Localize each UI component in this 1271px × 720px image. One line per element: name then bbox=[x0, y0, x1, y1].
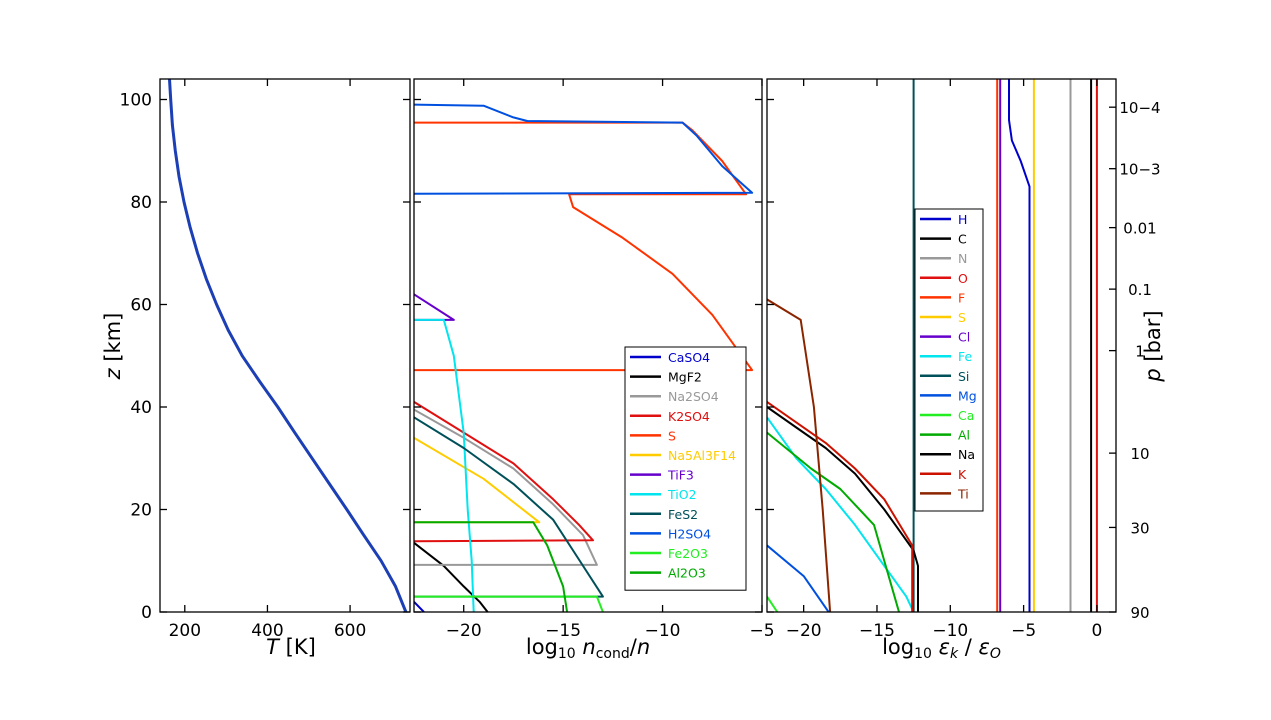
right-tick-label: 10−3 bbox=[1119, 161, 1160, 179]
legend-label: N bbox=[958, 251, 967, 266]
x-axis-label: log10 ncond/n bbox=[526, 635, 650, 662]
legend-label: K2SO4 bbox=[668, 409, 710, 424]
legend-label: Ti bbox=[957, 486, 969, 501]
legend-label: Cl bbox=[958, 330, 970, 345]
series-line-fes2 bbox=[414, 416, 604, 598]
series-line-profile bbox=[168, 79, 408, 612]
x-tick-label: −5 bbox=[1011, 621, 1036, 641]
series-line-na5al3f14 bbox=[414, 436, 541, 524]
right-tick-label: 30 bbox=[1130, 519, 1149, 537]
series-line-mgf2 bbox=[414, 542, 489, 612]
x-tick-label: −5 bbox=[749, 621, 774, 641]
legend-label: Fe2O3 bbox=[668, 546, 708, 561]
series-line-mg bbox=[767, 544, 830, 612]
legend-label: Na5Al3F14 bbox=[668, 448, 736, 463]
y-axis-label: z [km] bbox=[101, 313, 125, 381]
legend-label: MgF2 bbox=[668, 370, 702, 385]
series-line-s bbox=[414, 121, 754, 372]
legend-label: F bbox=[958, 290, 965, 305]
y-tick-label: 80 bbox=[130, 193, 152, 213]
legend-label: Na bbox=[958, 447, 975, 462]
panel-2: −20 −15 −10 −5 bbox=[413, 78, 775, 641]
x-tick-label: −20 bbox=[446, 621, 482, 641]
legend-label: K bbox=[958, 467, 967, 482]
legend-box bbox=[914, 208, 984, 512]
right-tick-label: 0.1 bbox=[1128, 281, 1152, 299]
legend-label: Ca bbox=[958, 408, 974, 423]
legend-label: H2SO4 bbox=[668, 526, 711, 541]
x-axis-label: T [K] bbox=[266, 635, 316, 659]
series-line-tif3 bbox=[414, 293, 455, 321]
x-tick-label: 600 bbox=[334, 621, 366, 641]
legend-label: Fe bbox=[958, 349, 973, 364]
x-tick-label: 0 bbox=[1092, 621, 1103, 641]
right-tick-label: 0.01 bbox=[1123, 220, 1156, 238]
y-tick-label: 100 bbox=[120, 91, 152, 111]
x-tick-label: −20 bbox=[786, 621, 822, 641]
series-line-tio2 bbox=[414, 318, 475, 612]
series-line-ca bbox=[767, 596, 779, 612]
x-tick-label: −10 bbox=[645, 621, 681, 641]
x-tick-label: 200 bbox=[169, 621, 201, 641]
legend-label: FeS2 bbox=[668, 507, 698, 522]
y-tick-label: 0 bbox=[141, 603, 152, 623]
legend-label: Na2SO4 bbox=[668, 389, 719, 404]
legend-label: TiO2 bbox=[667, 487, 697, 502]
plot-frame bbox=[413, 78, 763, 613]
x-tick-label: −15 bbox=[859, 621, 895, 641]
legend-label: H bbox=[958, 212, 967, 227]
right-tick-label: 10 bbox=[1130, 445, 1149, 463]
right-tick-label: 10−4 bbox=[1119, 99, 1160, 117]
legend-label: TiF3 bbox=[667, 468, 694, 483]
legend-label: Al2O3 bbox=[668, 566, 706, 581]
series-line-k2so4 bbox=[414, 401, 594, 543]
series-line-h2so4 bbox=[414, 103, 754, 195]
right-tick-label: 1 bbox=[1135, 343, 1145, 361]
legend-box bbox=[624, 346, 747, 591]
x-axis-label: log10 εk / εO bbox=[882, 635, 1001, 662]
series-line-na bbox=[767, 406, 919, 612]
y-tick-label: 60 bbox=[130, 296, 152, 316]
y-tick-label: 40 bbox=[130, 398, 152, 418]
legend-label: Al bbox=[958, 428, 970, 443]
series-line-fe2o3 bbox=[414, 595, 604, 612]
x-tick-label: 400 bbox=[251, 621, 283, 641]
panel-1: 200 400 600 0 20 40 60 80 100 bbox=[120, 78, 411, 641]
plot-frame bbox=[766, 78, 1117, 613]
series-line-caso4 bbox=[414, 601, 425, 612]
series-line-al2o3 bbox=[414, 521, 569, 612]
legend-label: CaSO4 bbox=[668, 350, 710, 365]
legend-condensates: CaSO4 MgF2 Na2SO4 K2SO4 S Na5Al3F14 TiF3 TiO2 Fe… bbox=[624, 346, 747, 591]
legend-label: Mg bbox=[958, 388, 977, 403]
legend-label: S bbox=[958, 310, 966, 325]
y-tick-label: 20 bbox=[130, 501, 152, 521]
right-axis-label: p [bar] bbox=[1141, 310, 1165, 382]
series-line-fe bbox=[767, 416, 915, 612]
legend-label: O bbox=[958, 271, 968, 286]
series-line-k bbox=[767, 401, 914, 612]
plot-frame bbox=[159, 78, 411, 613]
series-group bbox=[414, 103, 754, 612]
series-group bbox=[168, 79, 408, 612]
right-tick-label: 90 bbox=[1130, 604, 1149, 622]
legend-label: Si bbox=[958, 369, 969, 384]
series-line-h bbox=[1008, 79, 1031, 612]
x-tick-label: −10 bbox=[932, 621, 968, 641]
legend-label: C bbox=[958, 232, 967, 247]
series-line-al bbox=[767, 431, 900, 612]
series-group bbox=[767, 79, 1098, 612]
legend-label: S bbox=[668, 428, 676, 443]
x-tick-label: −15 bbox=[545, 621, 581, 641]
panel-3: −20 −15 −10 −5 0 bbox=[766, 78, 1117, 641]
series-line-ti bbox=[767, 298, 832, 612]
